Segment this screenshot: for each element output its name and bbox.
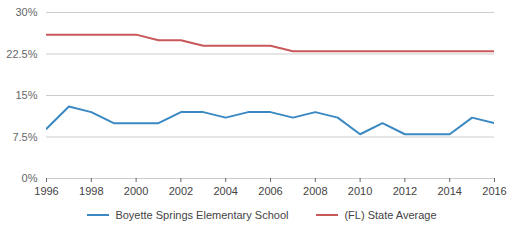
svg-text:15%: 15%: [15, 89, 37, 101]
svg-text:7.5%: 7.5%: [12, 131, 37, 143]
svg-text:22.5%: 22.5%: [6, 48, 37, 60]
svg-text:0%: 0%: [22, 172, 38, 184]
svg-text:2000: 2000: [124, 185, 148, 197]
svg-text:1998: 1998: [79, 185, 103, 197]
svg-text:2006: 2006: [258, 185, 282, 197]
svg-text:2016: 2016: [482, 185, 506, 197]
svg-text:2012: 2012: [393, 185, 417, 197]
svg-text:2004: 2004: [213, 185, 237, 197]
svg-text:2014: 2014: [437, 185, 461, 197]
html-text:Boyette Springs Elementary Sch: Boyette Springs Elementary School: [115, 209, 289, 221]
svg-text:30%: 30%: [15, 6, 37, 18]
svg-text:2008: 2008: [303, 185, 327, 197]
svg-text:1996: 1996: [34, 185, 58, 197]
svg-text:2002: 2002: [169, 185, 193, 197]
svg-text:2010: 2010: [348, 185, 372, 197]
html-text:(FL) State Average: (FL) State Average: [344, 209, 437, 221]
